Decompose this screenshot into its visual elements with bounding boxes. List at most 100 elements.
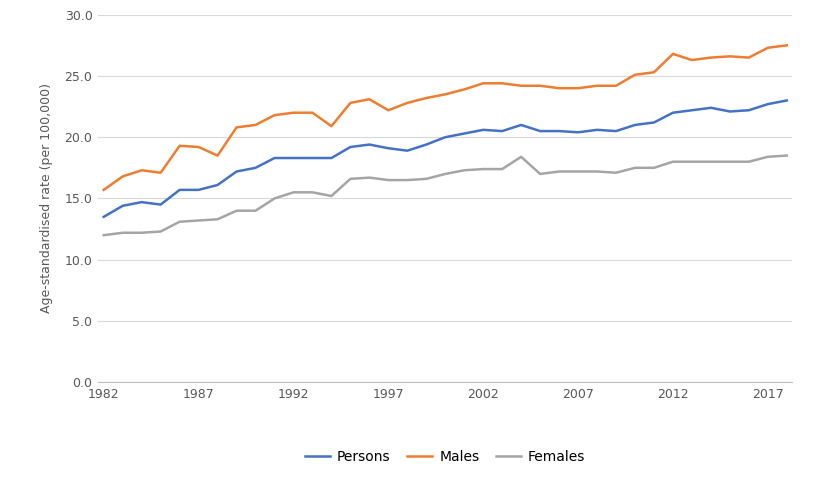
Females: [744, 159, 754, 165]
Males: [668, 51, 678, 57]
Females: [554, 169, 564, 174]
Females: [630, 165, 640, 171]
Females: [288, 190, 298, 196]
Persons: [574, 129, 583, 135]
Persons: [649, 120, 659, 125]
Males: [611, 83, 621, 89]
Persons: [725, 108, 734, 114]
Persons: [346, 144, 355, 150]
Persons: [364, 142, 374, 147]
Persons: [459, 131, 469, 137]
Males: [744, 54, 754, 60]
Females: [136, 230, 146, 236]
Females: [422, 176, 431, 182]
Persons: [403, 148, 413, 154]
Line: Females: Females: [104, 156, 787, 235]
Males: [574, 85, 583, 91]
Females: [478, 166, 488, 172]
Persons: [422, 142, 431, 147]
Males: [118, 173, 127, 179]
Persons: [118, 203, 127, 209]
Females: [212, 217, 222, 222]
Persons: [194, 187, 203, 193]
Males: [99, 187, 109, 193]
Females: [706, 159, 716, 165]
Females: [535, 171, 545, 177]
Females: [383, 177, 393, 183]
Males: [592, 83, 602, 89]
Males: [307, 110, 317, 116]
Males: [136, 168, 146, 173]
Persons: [516, 122, 526, 128]
Persons: [175, 187, 185, 193]
Persons: [554, 128, 564, 134]
Females: [574, 169, 583, 174]
Persons: [440, 134, 450, 140]
Females: [668, 159, 678, 165]
Females: [307, 190, 317, 196]
Females: [251, 208, 261, 214]
Persons: [99, 214, 109, 220]
Persons: [212, 182, 222, 188]
Males: [212, 153, 222, 159]
Females: [498, 166, 507, 172]
Males: [232, 124, 242, 130]
Persons: [478, 127, 488, 133]
Persons: [763, 101, 773, 107]
Males: [346, 100, 355, 106]
Females: [403, 177, 413, 183]
Males: [383, 107, 393, 113]
Males: [194, 144, 203, 150]
Persons: [687, 107, 697, 113]
Males: [270, 112, 279, 118]
Females: [459, 168, 469, 173]
Females: [327, 193, 337, 199]
Line: Persons: Persons: [104, 100, 787, 217]
Males: [498, 80, 507, 86]
Females: [346, 176, 355, 182]
Females: [270, 196, 279, 201]
Persons: [535, 128, 545, 134]
Females: [592, 169, 602, 174]
Males: [175, 143, 185, 149]
Males: [440, 91, 450, 97]
Males: [156, 170, 166, 176]
Males: [327, 123, 337, 129]
Persons: [498, 128, 507, 134]
Persons: [307, 155, 317, 161]
Males: [630, 72, 640, 77]
Males: [782, 43, 792, 49]
Males: [478, 80, 488, 86]
Persons: [327, 155, 337, 161]
Males: [516, 83, 526, 89]
Males: [251, 122, 261, 128]
Males: [288, 110, 298, 116]
Persons: [611, 128, 621, 134]
Persons: [251, 165, 261, 171]
Females: [725, 159, 734, 165]
Females: [687, 159, 697, 165]
Males: [687, 57, 697, 63]
Females: [118, 230, 127, 236]
Females: [232, 208, 242, 214]
Y-axis label: Age-standardised rate (per 100,000): Age-standardised rate (per 100,000): [41, 83, 53, 314]
Females: [364, 175, 374, 181]
Males: [422, 95, 431, 101]
Males: [763, 45, 773, 50]
Males: [535, 83, 545, 89]
Males: [459, 86, 469, 92]
Persons: [706, 105, 716, 111]
Females: [763, 154, 773, 160]
Persons: [630, 122, 640, 128]
Persons: [270, 155, 279, 161]
Persons: [782, 98, 792, 103]
Persons: [156, 202, 166, 208]
Persons: [592, 127, 602, 133]
Females: [649, 165, 659, 171]
Females: [611, 170, 621, 176]
Persons: [668, 110, 678, 116]
Females: [156, 228, 166, 235]
Males: [649, 69, 659, 75]
Females: [782, 153, 792, 159]
Persons: [744, 107, 754, 113]
